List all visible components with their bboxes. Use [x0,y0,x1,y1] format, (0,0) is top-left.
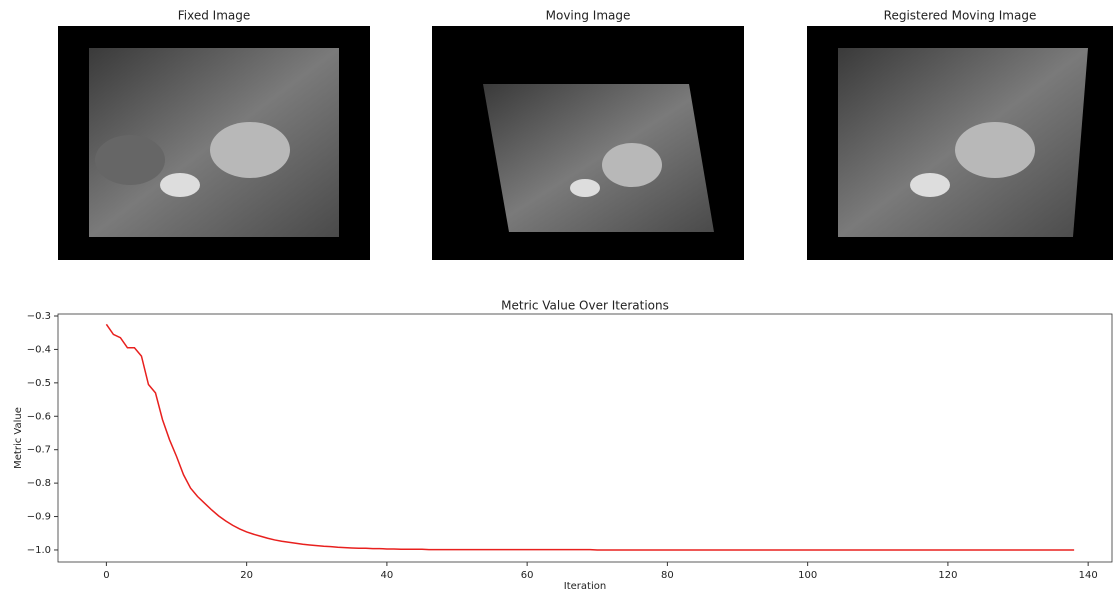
fixed-image [58,26,370,260]
x-axis-label: Iteration [564,581,606,592]
moving-image [432,26,744,260]
x-tick-label: 20 [240,570,253,581]
chart-title: Metric Value Over Iterations [501,299,669,313]
y-tick-label: −0.4 [27,344,51,355]
registered-image [807,26,1113,260]
y-tick-label: −1.0 [27,545,51,556]
y-axis-label: Metric Value [13,407,24,469]
image-title: Moving Image [546,9,631,23]
y-tick-label: −0.7 [27,445,51,456]
y-tick-label: −0.8 [27,478,51,489]
x-tick-label: 60 [521,570,534,581]
x-tick-label: 40 [381,570,394,581]
x-tick-label: 100 [798,570,817,581]
x-tick-label: 0 [103,570,109,581]
x-tick-label: 140 [1079,570,1098,581]
figure: Fixed Image Moving Image Registered Movi… [0,0,1113,594]
x-tick-label: 80 [661,570,674,581]
y-tick-label: −0.9 [27,512,51,523]
plot-frame [58,314,1112,562]
y-tick-label: −0.6 [27,411,51,422]
x-tick-label: 120 [938,570,957,581]
metric-line [106,324,1074,550]
y-tick-label: −0.5 [27,378,51,389]
image-title: Registered Moving Image [884,9,1037,23]
image-title: Fixed Image [178,9,251,23]
y-tick-label: −0.3 [27,311,51,322]
